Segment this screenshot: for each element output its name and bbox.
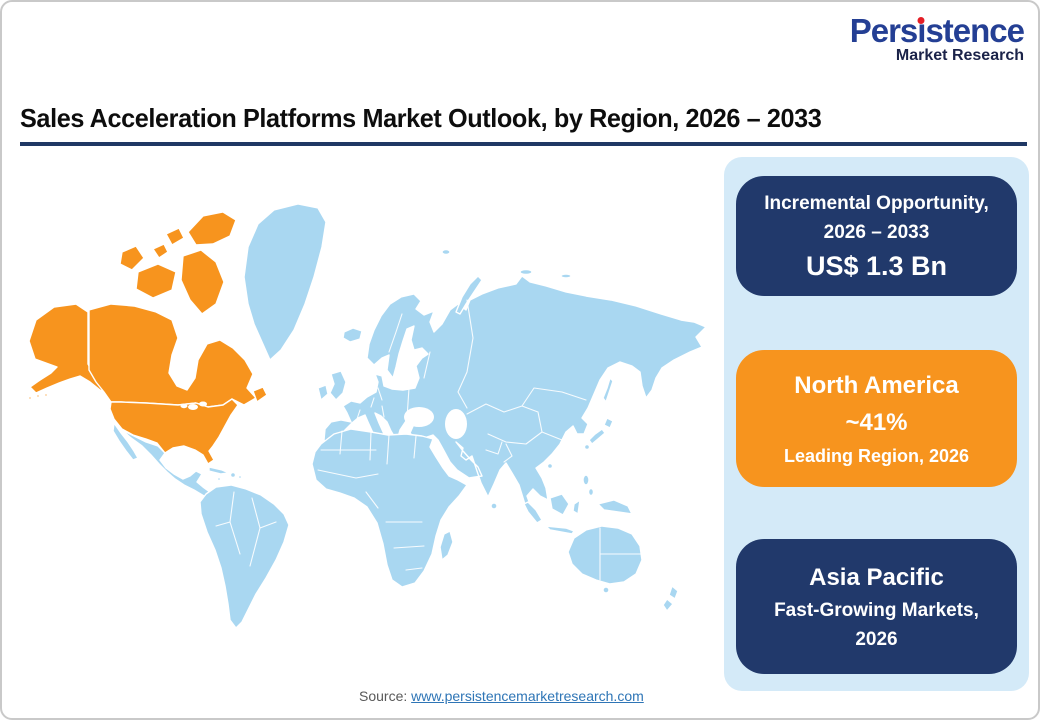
map-great-lake-2 (199, 401, 207, 407)
map-arctic-island-1 (519, 268, 533, 276)
source-label: Source: (359, 688, 412, 704)
map-canada (88, 303, 257, 408)
map-newfoundland (252, 386, 268, 403)
map-madagascar (439, 530, 454, 561)
map-aleutian-3 (44, 392, 49, 397)
map-jamaica (216, 476, 222, 482)
map-banks-island (119, 245, 145, 271)
map-arctic-island-2 (560, 273, 572, 279)
map-mexico-central-america (121, 429, 217, 504)
map-hispaniola (229, 471, 237, 479)
map-philippines-n (582, 474, 590, 486)
map-baja (112, 422, 139, 461)
map-greenland (243, 203, 327, 361)
stat-label: Incremental Opportunity, (764, 193, 989, 214)
stat-value: US$ 1.3 Bn (805, 251, 948, 281)
map-borneo (549, 493, 570, 516)
map-region-north-america (28, 211, 268, 465)
map-new-guinea (597, 499, 633, 515)
map-aleutian-1 (28, 395, 32, 400)
stat-caption-line1: Fast-Growing Markets, (774, 600, 979, 621)
map-inland-seas (180, 401, 467, 439)
map-caspian-sea (445, 409, 467, 439)
logo-text-pre: Pers (849, 12, 919, 49)
map-iceland (342, 327, 363, 343)
map-svalbard (441, 248, 451, 256)
map-sri-lanka (490, 502, 498, 510)
map-baffin-island (180, 249, 225, 315)
logo-i-red-dot: ı (917, 12, 926, 49)
map-cuba (208, 466, 230, 475)
map-japan (603, 417, 614, 429)
map-japan-honshu (588, 428, 606, 445)
map-africa (311, 428, 468, 588)
map-great-lake-3 (180, 403, 188, 409)
stat-region: North America (794, 371, 959, 399)
stat-period: 2026 – 2033 (823, 222, 930, 243)
logo: Persıstence Market Research (849, 12, 1025, 64)
stat-share: ~41% (845, 408, 908, 436)
stat-card-north-america: North America ~41% Leading Region, 2026 (736, 350, 1017, 487)
map-new-zealand-south (662, 598, 674, 612)
map-region-rest-of-world (112, 203, 707, 629)
world-map (28, 203, 707, 629)
map-ellesmere-island (187, 211, 237, 246)
map-sumatra (523, 501, 543, 524)
map-arctic-island-3 (165, 227, 185, 246)
map-australia (567, 525, 643, 585)
map-puerto-rico (237, 474, 243, 480)
map-aleutian-2 (35, 393, 40, 398)
map-taiwan (546, 462, 554, 470)
map-arctic-island-4 (152, 243, 169, 259)
logo-subtitle: Market Research (895, 47, 1024, 64)
map-sakhalin (602, 377, 614, 403)
map-novaya-zemlya (455, 275, 483, 315)
logo-text-post: stence (925, 12, 1025, 49)
map-eurasia (323, 275, 707, 519)
map-ireland (317, 384, 329, 401)
stat-card-incremental-opportunity: Incremental Opportunity, 2026 – 2033 US$… (736, 176, 1017, 296)
source-link[interactable]: www.persistencemarketresearch.com (411, 688, 644, 704)
map-sulawesi (572, 499, 581, 515)
map-victoria-island (135, 263, 177, 299)
title-underline (20, 142, 1027, 146)
map-new-zealand-north (668, 585, 679, 600)
stat-card-asia-pacific: Asia Pacific Fast-Growing Markets, 2026 (736, 539, 1017, 674)
map-philippines-s (587, 487, 595, 497)
stat-caption-line2: 2026 (855, 629, 898, 650)
map-great-britain (329, 370, 347, 401)
map-kyushu (583, 443, 591, 451)
map-great-lake-1 (188, 404, 198, 410)
map-tasmania (602, 586, 610, 594)
map-south-america (199, 484, 290, 629)
logo-wordmark: Persıstence (849, 12, 1025, 49)
page-title: Sales Acceleration Platforms Market Outl… (20, 103, 822, 133)
source-line: Source: www.persistencemarketresearch.co… (359, 688, 644, 704)
stat-region: Asia Pacific (809, 564, 944, 591)
map-java (545, 525, 575, 535)
map-black-sea (404, 407, 434, 427)
stat-caption: Leading Region, 2026 (783, 445, 970, 466)
stats-panel: Incremental Opportunity, 2026 – 2033 US$… (724, 157, 1029, 691)
map-country-borders (215, 299, 643, 581)
